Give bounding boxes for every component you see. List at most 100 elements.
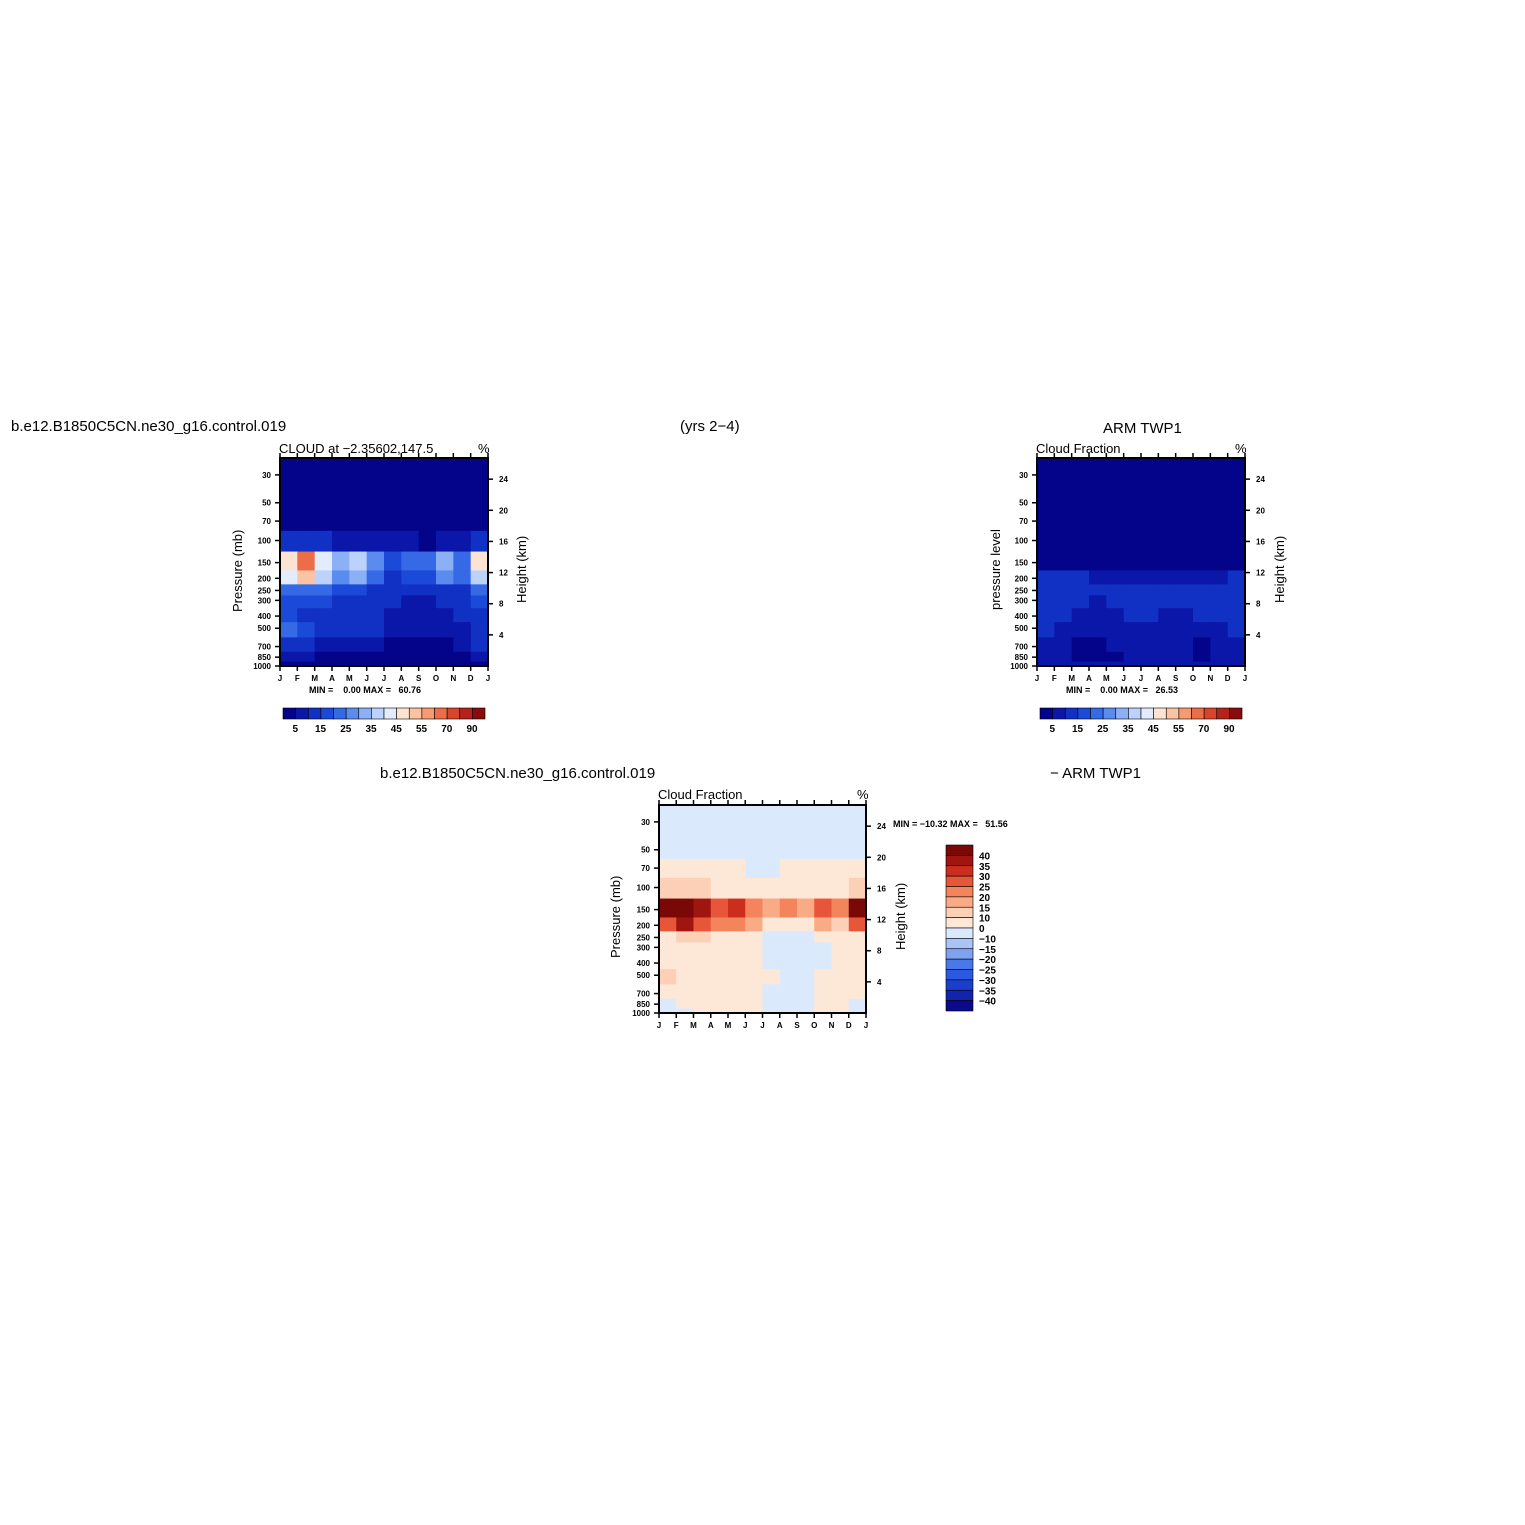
panel3-ytick-right-label: 16 — [877, 884, 886, 893]
panel3-cell — [659, 984, 677, 1000]
panel1-cell — [384, 622, 402, 638]
panel1-ytick-right-label: 8 — [499, 600, 504, 609]
panel3-cell — [676, 858, 695, 879]
panel3-cell — [797, 942, 815, 956]
panel3-ytick-label: 1000 — [632, 1009, 650, 1018]
panel2-cell — [1037, 488, 1055, 513]
panel1-cell — [297, 551, 316, 572]
panel3-cell — [728, 1008, 746, 1014]
panel1-cell — [314, 661, 333, 667]
panel1-cell — [332, 651, 350, 663]
panel1-cell — [436, 530, 454, 553]
panel2-cell — [1210, 661, 1229, 667]
cb3-label: 30 — [979, 872, 991, 883]
panel1-cell — [314, 637, 333, 653]
panel1-cell — [332, 530, 350, 553]
panel1-cell — [453, 622, 472, 638]
panel2-cell — [1175, 595, 1194, 609]
panel3-cell — [831, 942, 850, 956]
cb3-swatch — [945, 948, 974, 960]
panel3-ytick-right-label: 4 — [877, 978, 882, 987]
panel2-cell — [1106, 637, 1125, 653]
panel1-cell — [314, 608, 333, 623]
cb3-label: 20 — [979, 893, 991, 904]
panel2-xtick-label: J — [1035, 674, 1039, 683]
panel3-cell — [779, 877, 798, 900]
cb3-swatch — [945, 927, 974, 939]
panel3-cell — [676, 805, 695, 837]
panel3-cell — [831, 805, 850, 837]
panel1-cell — [314, 511, 333, 532]
panel1-cell — [332, 551, 350, 572]
panel3-cell — [779, 969, 798, 985]
panel3-cell — [831, 898, 850, 919]
panel2-cell — [1193, 551, 1211, 572]
panel3-cell — [762, 1008, 781, 1014]
panel1-cell — [366, 530, 385, 553]
panel3-cell — [848, 858, 867, 879]
cb1-swatch — [459, 707, 473, 720]
panel3-cell — [814, 998, 833, 1010]
panel2-cell — [1227, 651, 1246, 663]
case-title-left: b.e12.B1850C5CN.ne30_g16.control.019 — [11, 418, 287, 435]
panel1-ytick-right-label: 12 — [499, 569, 508, 578]
panel3-ytick-label: 300 — [637, 943, 651, 952]
panel1-xtick-label: J — [382, 674, 386, 683]
panel1-xtick-label: M — [346, 674, 353, 683]
panel3-cell — [710, 931, 729, 944]
panel1-cell — [297, 530, 316, 553]
panel1-cell — [470, 511, 489, 532]
cb2-swatch — [1115, 707, 1129, 720]
panel1-xtick-label: D — [468, 674, 474, 683]
cb1-swatch — [371, 707, 385, 720]
cb2-label: 35 — [1122, 724, 1134, 735]
panel3-cell — [797, 835, 815, 860]
panel1-cell — [384, 530, 402, 553]
panel1-cell — [401, 570, 420, 585]
panel1-cell — [384, 651, 402, 663]
panel2-cell — [1037, 530, 1055, 553]
panel3-xtick-label: J — [743, 1021, 747, 1030]
panel1-cell — [280, 458, 298, 490]
cb2-swatch — [1064, 707, 1079, 720]
cb3-swatch — [945, 938, 974, 950]
panel1-cells — [280, 458, 489, 667]
panel2-cell — [1071, 551, 1090, 572]
panel1-cell — [332, 608, 350, 623]
panel1-cell — [401, 622, 420, 638]
panel3-cell — [676, 1008, 695, 1014]
panel2-xtick-label: J — [1139, 674, 1143, 683]
panel2-cell — [1071, 511, 1090, 532]
panel3-ytick-label: 700 — [637, 990, 651, 999]
panel2-cell — [1071, 651, 1090, 663]
panel1-cell — [349, 637, 368, 653]
panel3-ytick-right-label: 12 — [877, 916, 886, 925]
panel3-cell — [676, 998, 695, 1010]
panel3-cell — [659, 998, 677, 1010]
panel1-cell — [280, 530, 298, 553]
panel2-cell — [1158, 511, 1177, 532]
panel1-cell — [366, 637, 385, 653]
panel3-cell — [710, 917, 729, 932]
panel3-cell — [814, 877, 833, 900]
cb3-label: −25 — [979, 966, 996, 977]
panel3-cell — [814, 858, 833, 879]
panel1-cell — [349, 551, 368, 572]
panel2-cell — [1210, 622, 1229, 638]
panel2-minmax: MIN = 0.00 MAX = 26.53 — [1066, 685, 1179, 695]
panel1-cell — [401, 637, 420, 653]
panel3-cell — [848, 931, 867, 944]
panel1-ytick-right-label: 20 — [499, 506, 508, 515]
panel1-ytick-label: 150 — [258, 559, 272, 568]
panel2-cell — [1123, 608, 1142, 623]
panel3-cell — [762, 877, 781, 900]
panel2-cell — [1054, 608, 1073, 623]
panel1-cell — [453, 661, 472, 667]
panel3-cell — [848, 969, 867, 985]
panel2-cell — [1089, 651, 1107, 663]
panel3-cell — [797, 877, 815, 900]
panel1-cell — [384, 488, 402, 513]
panel3-cell — [762, 917, 781, 932]
